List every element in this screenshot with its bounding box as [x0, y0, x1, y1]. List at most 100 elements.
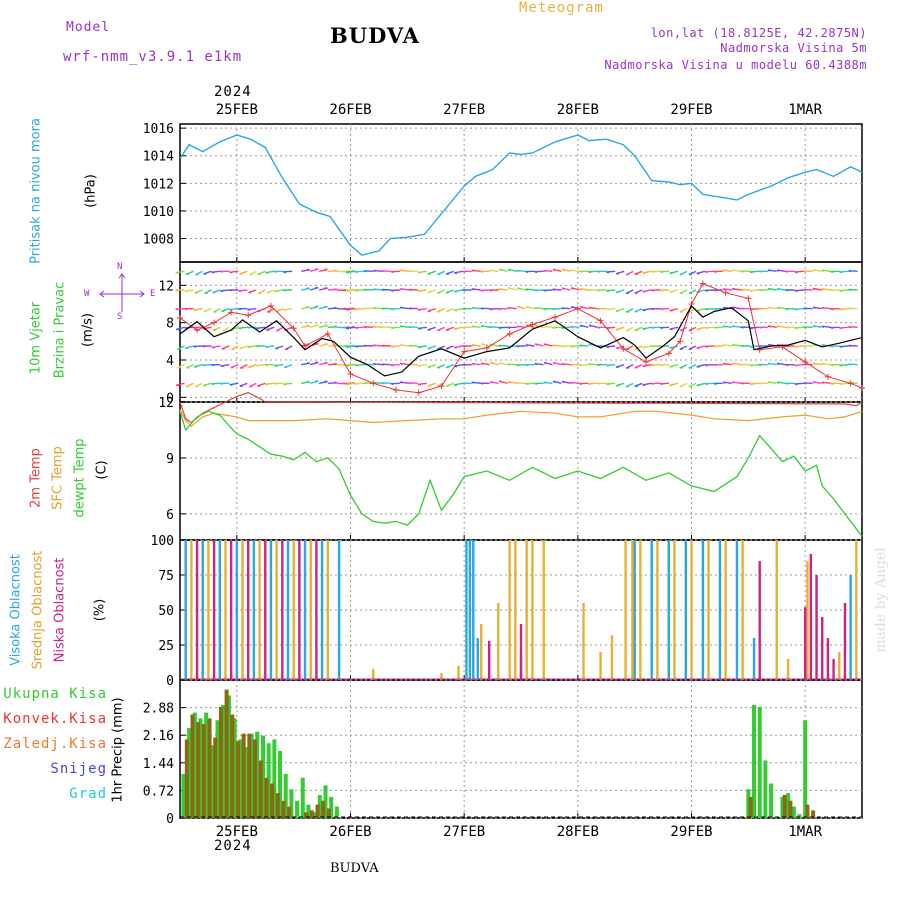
cloud-high-bar	[320, 540, 324, 680]
wind-gust-marker	[699, 280, 706, 287]
wind-arrow-head	[516, 287, 520, 290]
cloud-mid-bar	[457, 666, 460, 680]
cloud-mid-bar	[508, 540, 511, 680]
wind-arrow-head	[830, 289, 834, 292]
wind-arrow-head	[516, 382, 520, 385]
wind-arrow-head	[354, 345, 358, 348]
wind-arrow-head	[785, 345, 789, 348]
precip-conv-bar	[788, 800, 793, 818]
wind-arrow-head	[354, 327, 358, 330]
wind-arrow-head	[812, 343, 816, 347]
cloud-low-bar	[264, 540, 267, 680]
wind-arrow-head	[749, 345, 753, 349]
wind-arrow-head	[561, 268, 565, 272]
precip-total-bar	[312, 812, 317, 818]
wind-arrow-head	[283, 271, 287, 274]
wind-arrow-head	[480, 382, 484, 385]
wind-arrow-head	[785, 289, 789, 292]
wind-arrow-head	[722, 325, 726, 328]
wind-arrow-head	[345, 327, 350, 330]
wind-arrow-head	[588, 382, 592, 386]
xtick-label-bottom: 27FEB	[443, 824, 485, 840]
cloud-low-bar	[195, 540, 199, 680]
pressure-frame	[179, 123, 863, 263]
wind-arrow-head	[399, 381, 403, 384]
xtick-label-top: 29FEB	[670, 102, 712, 118]
wind-arrow-head	[184, 308, 188, 311]
wind-arrow-head	[821, 306, 825, 310]
precip-total-bar	[797, 814, 802, 818]
wind-arrow-head	[767, 325, 771, 328]
wind-arrow-head	[274, 364, 278, 367]
wind-arrow-head	[381, 307, 385, 310]
wind-arrow-head	[552, 326, 556, 330]
wind-arrow-head	[543, 269, 547, 273]
cloud-high-bar	[465, 540, 468, 680]
wind-arrow-head	[758, 363, 762, 367]
wind-arrow-head	[588, 324, 592, 328]
wind-arrow-head	[220, 382, 224, 385]
precip-conv-bar	[184, 739, 189, 818]
wind-gust-marker	[370, 380, 377, 387]
wind-arrow-head	[256, 364, 260, 367]
wind-arrow-head	[345, 290, 350, 293]
xtick-label-top: 26FEB	[329, 102, 371, 118]
wind-arrow-head	[273, 270, 278, 273]
wind-arrow-head	[704, 345, 708, 348]
precip-total-bar	[260, 735, 265, 818]
wind-arrow-head	[498, 380, 502, 384]
precip-total-bar	[769, 783, 774, 818]
wind-arrow-head	[731, 269, 735, 272]
precipitation-ytick-label: 1.44	[143, 757, 174, 772]
model-name: wrf-nmm_v3.9.1 e1km	[63, 49, 243, 65]
wind-arrow-head	[588, 289, 592, 292]
wind-arrow-head	[462, 289, 466, 292]
precip-total-bar	[295, 800, 300, 818]
temp-2m-label: 2m Temp	[28, 448, 44, 508]
wind-arrow-head	[713, 308, 717, 311]
wind-arrow-head	[776, 288, 780, 291]
wind-arrow-head	[354, 364, 358, 367]
wind-arrow-head	[507, 363, 511, 366]
wind-arrow-head	[552, 268, 556, 272]
xtick-label-top: 25FEB	[216, 102, 258, 118]
wind-arrow-head	[334, 362, 338, 365]
precip-conv-bar	[748, 796, 753, 818]
wind-arrow-head	[462, 308, 466, 311]
precip-conv-bar	[247, 733, 252, 818]
precip-total-bar	[317, 795, 322, 818]
wind-arrow-head	[480, 362, 484, 366]
wind-arrow-head	[334, 269, 338, 272]
cloud-high-bar	[650, 540, 653, 680]
wind-arrow-head	[821, 362, 825, 366]
wind-gust-marker	[643, 358, 650, 365]
cloud-mid-bar	[207, 540, 210, 680]
precip-total-bar	[232, 718, 237, 818]
cloud-low-bar	[821, 617, 824, 680]
wind-arrow-head	[343, 270, 347, 273]
wind-arrow-head	[354, 271, 358, 274]
wind-arrow-head	[334, 288, 338, 291]
wind-arrow-head	[390, 271, 394, 274]
wind-arrow-head	[794, 327, 798, 330]
wind-arrow-head	[767, 362, 771, 366]
wind-arrow-head	[776, 362, 780, 366]
wind-ytick-label: 8	[166, 317, 174, 332]
cloud-low-bar	[247, 540, 250, 680]
wind-gust-marker	[597, 317, 604, 324]
cloud-mid-bar	[624, 540, 627, 680]
wind-gust-marker	[677, 338, 684, 345]
wind-arrow-head	[381, 344, 385, 348]
wind-arrow-head	[803, 344, 807, 348]
wind-arrow-head	[489, 361, 493, 365]
cloud-mid-bar	[275, 540, 278, 680]
wind-arrow-head	[265, 383, 269, 386]
wind-arrow-head	[731, 306, 735, 310]
wind-arrow-head	[722, 288, 726, 291]
cloud-ytick-label: 75	[158, 569, 174, 584]
wind-arrow-head	[749, 289, 753, 293]
precip-total-bar	[255, 731, 260, 818]
wind-arrow-head	[848, 307, 852, 310]
wind-arrow-head	[713, 345, 717, 348]
xtick-label-top: 1MAR	[788, 102, 822, 118]
